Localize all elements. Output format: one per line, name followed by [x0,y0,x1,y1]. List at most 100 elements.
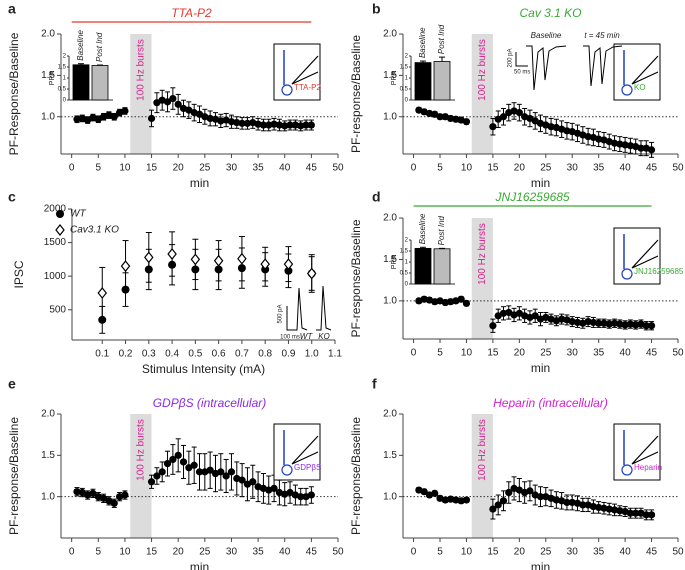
x-tick-label: 10 [461,348,473,359]
chart-title: Cav 3.1 KO [519,6,581,20]
inset-bar [414,247,432,285]
data-point [637,144,645,152]
y-tick-label: 2.0 [41,29,55,40]
data-point [616,320,624,328]
y-tick-label: 1.0 [383,491,397,502]
inset-tick-label: 0 [405,98,409,104]
scale-label: 200 pA [508,48,514,67]
neuron-soma [281,464,293,476]
data-point [213,254,224,267]
data-point [632,509,640,517]
x-tick-label: 0 [411,547,417,558]
x-tick-label: 25 [540,348,552,359]
y-axis-label: PF-response/Baseline [349,35,363,153]
data-point [420,488,428,496]
shade-label: 100 Hz bursts [477,223,488,285]
data-point [589,318,597,327]
electrode [291,435,319,465]
neuron-soma [621,268,633,280]
chart-title: Heparin (intracellular) [493,396,608,410]
y-tick-label: 1.5 [383,450,397,461]
data-point [600,319,608,327]
inset-tick-label: 2 [405,54,409,60]
legend-marker [55,224,65,236]
shade-label: 100 Hz bursts [477,39,488,101]
data-point [462,496,471,504]
y-axis-label: PF-response/Baseline [349,219,363,337]
data-point [238,476,246,484]
scale-label: 500 pA [278,304,284,323]
x-tick-label: 20 [514,163,526,174]
data-point [286,121,294,129]
x-tick-label: 0.9 [281,349,295,360]
data-point [563,127,571,135]
x-tick-label: 15 [487,348,499,359]
data-point [163,98,172,106]
inset-bar [433,61,451,101]
data-point [584,133,592,141]
data-point [195,468,204,476]
x-tick-label: 0.4 [165,349,179,360]
data-point [584,317,592,326]
data-point [259,121,268,129]
data-point [89,489,97,497]
schematic-label: Heparin [634,463,662,472]
data-point [265,121,273,129]
scale-label: 100 ms [280,335,300,341]
x-tick-label: 30 [226,547,238,558]
inset-category: Post Ind [437,24,446,54]
electrode [631,55,659,85]
panel-letter: b [372,1,381,17]
x-tick-label: 45 [646,348,658,359]
x-tick-label: 35 [593,547,605,558]
data-point [147,478,156,486]
data-point [73,488,81,496]
x-tick-label: 10 [461,163,473,174]
data-point [489,322,497,330]
data-point [260,258,270,271]
panel-letter: d [372,189,381,205]
x-tick-label: 5 [437,348,443,359]
data-point [441,298,449,307]
x-tick-label: 0.8 [258,349,272,360]
data-point [436,113,444,121]
x-tick-label: 15 [146,163,158,174]
data-point [568,317,576,326]
stimulus-shade [471,218,493,339]
inset-category: Baseline [418,213,427,244]
data-point [642,322,650,330]
y-axis-label: IPSC [12,260,26,288]
inset-y-label: PPR [391,71,398,85]
y-tick-label: 1.0 [383,296,397,307]
data-point [233,118,241,127]
data-point [174,100,182,108]
trace-label: WT [300,332,314,341]
x-tick-label: 40 [620,547,632,558]
data-point [254,120,262,128]
data-point [499,309,508,317]
data-point [110,113,118,121]
x-tick-label: 10 [119,163,131,174]
data-point [73,115,81,123]
panel-letter: a [8,1,16,17]
x-tick-label: 50 [332,547,344,558]
chart-title: TTA-P2 [171,6,212,20]
inset-tick-label: 0 [63,98,67,104]
data-point [217,117,225,125]
scale-label: 50 ms [514,70,530,76]
data-point [275,121,284,129]
data-point [302,121,310,129]
stimulus-shade [130,34,152,154]
electrode [291,55,319,85]
data-point [206,114,214,123]
x-tick-label: 40 [279,163,291,174]
x-tick-label: 45 [306,547,318,558]
legend-label: WT [70,209,86,220]
data-point [169,94,177,103]
x-tick-label: 35 [593,163,605,174]
data-point [446,495,455,503]
data-point [647,322,656,330]
data-point [600,504,608,512]
data-point [616,507,624,515]
x-tick-label: 15 [487,163,499,174]
